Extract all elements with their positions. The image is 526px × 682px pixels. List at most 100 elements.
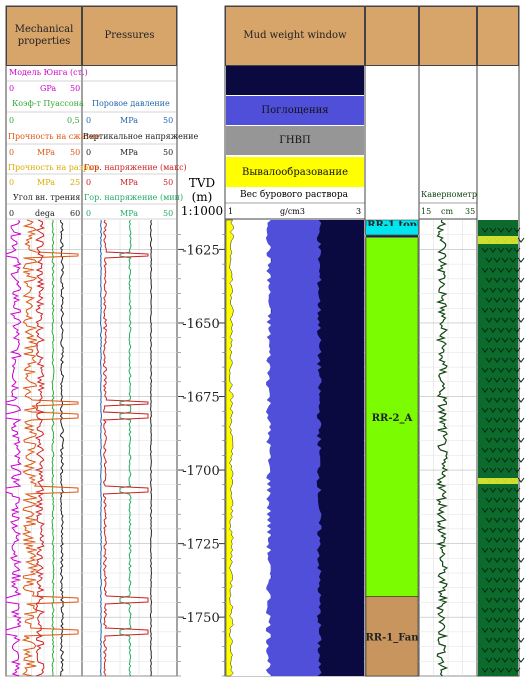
lithology-symbol — [513, 407, 521, 413]
lithology-symbol — [481, 487, 489, 493]
lithology-symbol — [493, 277, 501, 283]
lithology-symbol — [513, 527, 521, 533]
lithology-symbol — [513, 347, 521, 353]
lithology-symbol — [505, 247, 513, 253]
lithology-symbol — [517, 237, 525, 243]
tvd-unit: (m) — [191, 190, 213, 204]
mud-legend-kick: ГНВП — [226, 126, 364, 155]
lithology-symbol — [505, 567, 513, 573]
caliper-label: Кавернометр — [421, 190, 477, 199]
lithology-symbol — [501, 577, 509, 583]
depth-label: -1675 — [182, 391, 219, 406]
mud-weight-window-header: Mud weight window — [225, 6, 365, 66]
lithology-symbol — [493, 637, 501, 643]
shmax-max: 50 — [163, 178, 174, 187]
lithology-symbol — [493, 577, 501, 583]
lithology-symbol — [517, 437, 525, 443]
lithology-symbol — [481, 367, 489, 373]
lithology-symbol — [497, 447, 505, 453]
lithology-symbol — [513, 667, 521, 673]
lithology-symbol — [481, 347, 489, 353]
lithology-symbol — [481, 467, 489, 473]
compressive-strength-max: 50 — [70, 148, 81, 157]
tvd-title: TVD — [188, 176, 216, 190]
lithology-symbol — [501, 457, 509, 463]
lithology-symbol — [513, 627, 521, 633]
lithology-symbol — [505, 547, 513, 553]
pore-pressure-label: Поровое давление — [92, 99, 170, 108]
lithology-symbol — [517, 577, 525, 583]
lithology-symbol — [493, 517, 501, 523]
vertical-stress-min: 0 — [86, 148, 92, 157]
caliper-curve — [435, 219, 449, 677]
lithology-symbol — [501, 257, 509, 263]
lithology-symbol — [509, 297, 517, 303]
compressive-strength-curve — [21, 219, 79, 677]
lithology-symbol — [485, 397, 493, 403]
lithology-symbol — [481, 527, 489, 533]
lithology-symbol — [509, 597, 517, 603]
lithology-symbol — [509, 437, 517, 443]
friction-angle-unit: dega — [35, 209, 55, 218]
shmin-label: Гор. напряжение (мин) — [84, 193, 184, 202]
friction-angle-curve — [59, 219, 65, 677]
lithology-symbol — [489, 247, 497, 253]
lithology-symbol — [509, 337, 517, 343]
lithology-symbol — [489, 667, 497, 673]
lithology-symbol — [497, 527, 505, 533]
lithology-symbol — [513, 507, 521, 513]
lithology-symbol — [505, 347, 513, 353]
lithology-symbol — [509, 617, 517, 623]
lithology-symbol — [517, 457, 525, 463]
depth-label: -1650 — [182, 317, 219, 332]
lithology-symbol — [509, 397, 517, 403]
shmax-label: Гор. напряжение (макс) — [84, 163, 187, 172]
friction-angle-label: Угол вн. трения — [13, 193, 81, 202]
lithology-symbol — [493, 337, 501, 343]
pore-pressure-min: 0 — [86, 116, 92, 125]
poisson-min: 0 — [9, 116, 15, 125]
lithology-symbol — [513, 567, 521, 573]
pressures-header: Pressures — [82, 6, 177, 66]
lithology-symbol — [505, 467, 513, 473]
lithology-symbol — [485, 277, 493, 283]
lithology-symbol — [485, 297, 493, 303]
lithology-symbol — [481, 627, 489, 633]
lithology-symbol — [505, 287, 513, 293]
compressive-strength-min: 0 — [9, 148, 15, 157]
lithology-symbol — [501, 617, 509, 623]
lithology-symbol — [489, 527, 497, 533]
lithology-symbol — [481, 407, 489, 413]
lithology-symbol — [501, 437, 509, 443]
lithology-symbol — [517, 277, 525, 283]
lithology-symbol — [485, 537, 493, 543]
formation-top — [366, 225, 418, 235]
depth-label: -1700 — [182, 464, 219, 479]
tops-header — [365, 6, 419, 66]
lithology-symbol — [489, 607, 497, 613]
lithology-symbol — [513, 367, 521, 373]
lithology-symbol — [481, 587, 489, 593]
lithology-symbol — [489, 287, 497, 293]
lithology-symbol — [497, 407, 505, 413]
caliper-header — [419, 6, 477, 66]
lithology-symbol — [517, 337, 525, 343]
lithology-symbol — [517, 597, 525, 603]
lithology-symbol — [493, 437, 501, 443]
depth-label: -1625 — [182, 243, 219, 258]
lithology-symbol — [505, 487, 513, 493]
shmin-min: 0 — [86, 209, 92, 218]
caliper-min: 15 — [421, 207, 432, 216]
formation-label: RR-1 top — [367, 220, 417, 231]
lithology-symbol — [513, 587, 521, 593]
lithology-symbol — [489, 347, 497, 353]
lithology-symbol — [493, 597, 501, 603]
lithology-symbol — [493, 297, 501, 303]
lithology-symbol — [489, 267, 497, 273]
lithology-symbol — [493, 537, 501, 543]
formation-top — [365, 596, 419, 677]
friction-angle-min: 0 — [9, 209, 15, 218]
formation-label: RR-2_A — [372, 413, 413, 424]
lithology-symbol — [505, 267, 513, 273]
lithology-symbol — [481, 327, 489, 333]
